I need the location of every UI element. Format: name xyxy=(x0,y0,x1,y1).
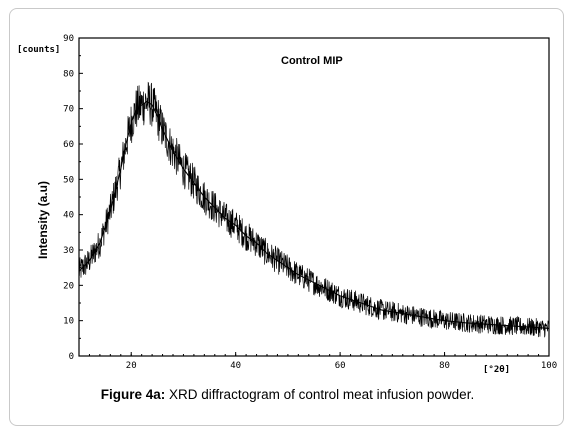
x-tick-label: 40 xyxy=(230,361,241,371)
x-tick-label: 80 xyxy=(439,361,450,371)
y-tick-label: 70 xyxy=(63,105,74,115)
y-tick-label: 30 xyxy=(63,246,74,256)
y-tick-label: 0 xyxy=(69,352,74,362)
x-tick-label: 20 xyxy=(126,361,137,371)
x-tick-label: 100 xyxy=(541,361,557,371)
y-tick-label: 80 xyxy=(63,69,74,79)
xrd-trace xyxy=(78,81,550,338)
y-axis: 0 10 20 30 40 50 60 70 80 90 xyxy=(63,34,83,362)
caption-text: XRD diffractogram of control meat infusi… xyxy=(165,387,475,402)
y-axis-label: Intensity (a.u) xyxy=(36,181,50,259)
plot-area: 0 10 20 30 40 50 60 70 80 90 20 40 60 80 100 xyxy=(63,34,557,371)
y-tick-label: 50 xyxy=(63,175,74,185)
y-tick-label: 90 xyxy=(63,34,74,44)
y-tick-label: 10 xyxy=(63,317,74,327)
y-units-label: [counts] xyxy=(17,45,60,55)
caption-label: Figure 4a: xyxy=(100,387,166,402)
y-tick-label: 20 xyxy=(63,281,74,291)
x-tick-label: 60 xyxy=(335,361,346,371)
y-tick-label: 60 xyxy=(63,140,74,150)
figure-caption: Figure 4a: XRD diffractogram of control … xyxy=(0,387,575,402)
y-tick-label: 40 xyxy=(63,211,74,221)
x-axis: 20 40 60 80 100 xyxy=(88,352,557,371)
series-annotation: Control MIP xyxy=(281,55,343,67)
x-units-label: [°2θ] xyxy=(483,365,510,375)
xrd-trace-envelope xyxy=(78,100,550,329)
